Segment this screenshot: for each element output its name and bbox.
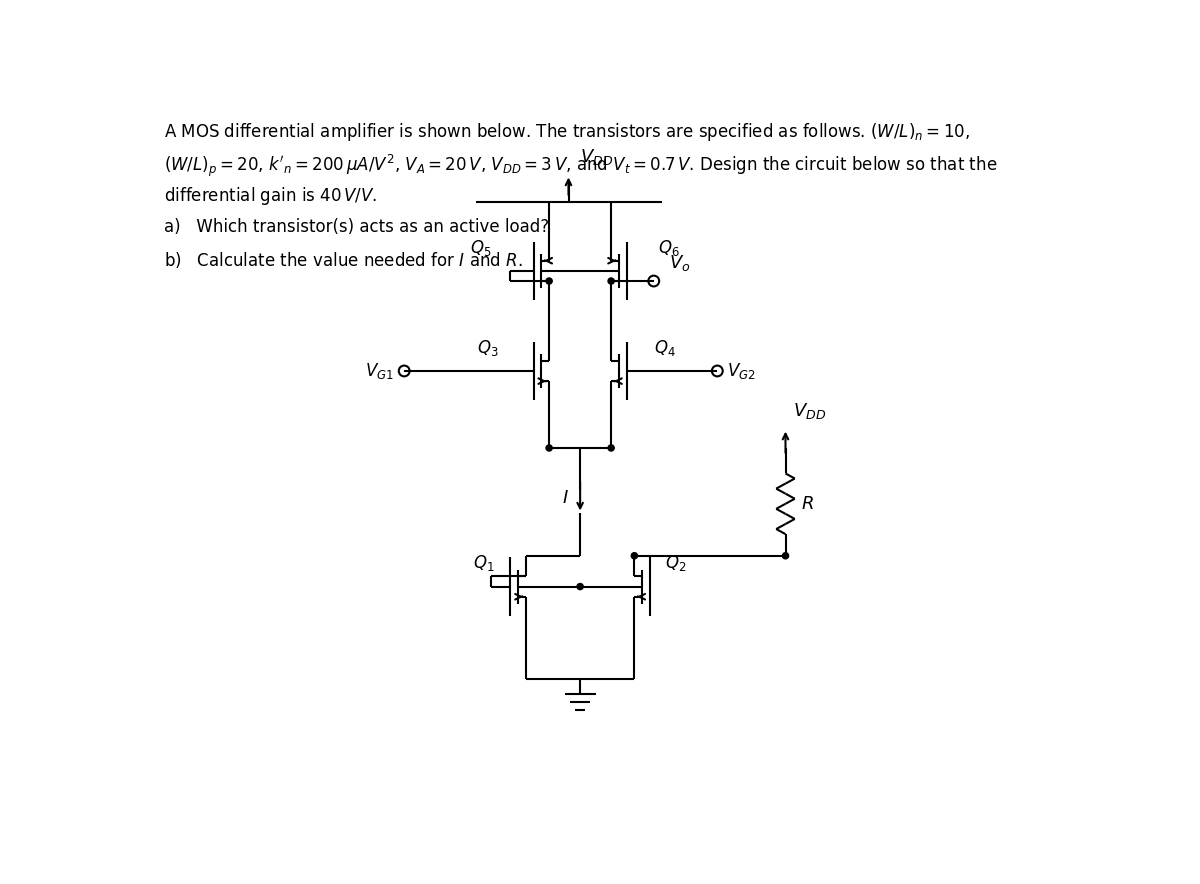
Text: $(W/L)_p = 20$, $k'_n = 200\,\mu A / V^2$, $V_A = 20\,V$, $V_{DD} = 3\,V$, and $: $(W/L)_p = 20$, $k'_n = 200\,\mu A / V^2… — [164, 153, 997, 179]
Circle shape — [782, 552, 788, 559]
Text: differential gain is $40\,V/V$.: differential gain is $40\,V/V$. — [164, 186, 377, 208]
Text: $I$: $I$ — [562, 489, 569, 507]
Text: $Q_1$: $Q_1$ — [474, 553, 494, 574]
Text: b)   Calculate the value needed for $I$ and $R$.: b) Calculate the value needed for $I$ an… — [164, 250, 522, 271]
Text: $V_{DD}$: $V_{DD}$ — [793, 401, 827, 421]
Text: $Q_4$: $Q_4$ — [654, 338, 676, 358]
Text: $V_o$: $V_o$ — [670, 254, 691, 273]
Text: a)   Which transistor(s) acts as an active load?: a) Which transistor(s) acts as an active… — [164, 217, 550, 236]
Text: $R$: $R$ — [802, 495, 814, 513]
Text: $Q_6$: $Q_6$ — [658, 238, 679, 258]
Text: $Q_5$: $Q_5$ — [469, 238, 491, 258]
Text: A MOS differential amplifier is shown below. The transistors are specified as fo: A MOS differential amplifier is shown be… — [164, 121, 970, 142]
Circle shape — [577, 583, 583, 590]
Circle shape — [608, 278, 614, 284]
Circle shape — [608, 445, 614, 451]
Text: $V_{G1}$: $V_{G1}$ — [365, 361, 394, 381]
Circle shape — [631, 552, 637, 559]
Text: $V_{G2}$: $V_{G2}$ — [727, 361, 756, 381]
Text: $V_{DD}$: $V_{DD}$ — [580, 147, 613, 167]
Text: $Q_3$: $Q_3$ — [478, 338, 499, 358]
Circle shape — [546, 445, 552, 451]
Circle shape — [546, 278, 552, 284]
Text: $Q_2$: $Q_2$ — [665, 553, 686, 574]
